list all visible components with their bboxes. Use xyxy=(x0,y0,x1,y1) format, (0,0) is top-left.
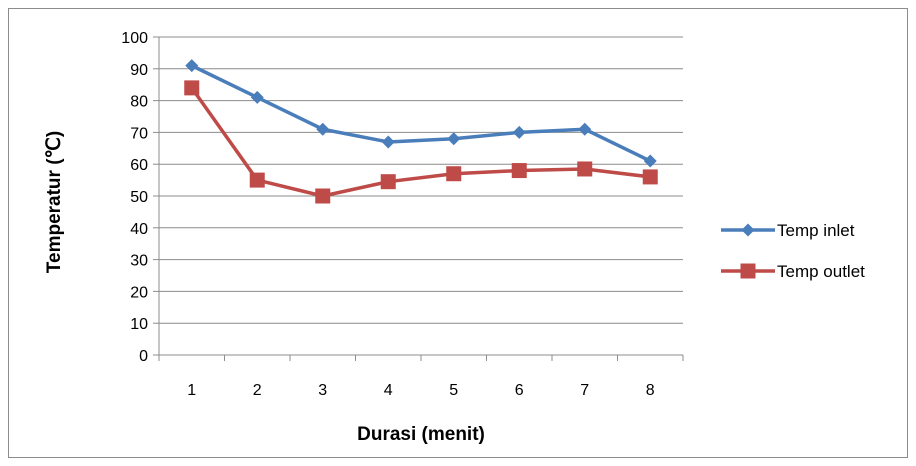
x-tick-label: 2 xyxy=(253,382,262,399)
y-tick-label: 70 xyxy=(130,125,148,142)
y-tick-label: 60 xyxy=(130,157,148,174)
legend: Temp inlet Temp outlet xyxy=(721,221,865,281)
data-point-temp-inlet xyxy=(381,135,395,149)
legend-label: Temp inlet xyxy=(777,221,855,240)
gridlines xyxy=(159,36,683,324)
y-tick-label: 40 xyxy=(130,221,148,238)
y-tick-labels: 0 10 20 30 40 50 60 70 80 90 100 xyxy=(121,30,148,365)
data-point-temp-inlet xyxy=(643,154,657,168)
y-axis-title: Temperatur (℃) xyxy=(44,131,65,273)
x-tick-label: 4 xyxy=(384,382,393,399)
data-point-temp-outlet xyxy=(642,169,658,185)
y-tick-label: 30 xyxy=(130,253,148,270)
series-line xyxy=(190,86,651,198)
legend-marker xyxy=(740,263,756,279)
x-tick-label: 8 xyxy=(646,382,655,399)
axes xyxy=(153,36,684,361)
x-axis-title: Durasi (menit) xyxy=(357,424,485,445)
y-tick-label: 50 xyxy=(130,189,148,206)
data-point-temp-outlet xyxy=(380,174,396,190)
data-point-temp-outlet xyxy=(446,166,462,182)
y-tick-label: 20 xyxy=(130,284,148,301)
x-tick-label: 6 xyxy=(515,382,524,399)
line-chart: 0 10 20 30 40 50 60 70 80 90 100 1 2 3 4 5 6 7 8 Durasi (… xyxy=(44,30,865,445)
data-point-temp-inlet xyxy=(447,132,461,146)
legend-item-temp-outlet: Temp outlet xyxy=(721,262,865,281)
legend-marker xyxy=(741,223,755,237)
x-tick-label: 5 xyxy=(449,382,458,399)
data-point-temp-inlet xyxy=(316,122,330,136)
x-tick-label: 3 xyxy=(318,382,327,399)
x-tick-labels: 1 2 3 4 5 6 7 8 xyxy=(187,382,655,399)
data-point-temp-inlet xyxy=(185,59,199,73)
data-point-temp-inlet xyxy=(512,125,526,139)
data-point-temp-inlet xyxy=(250,90,264,104)
y-tick-label: 10 xyxy=(130,316,148,333)
series-temp-outlet xyxy=(184,80,658,204)
x-tick-label: 7 xyxy=(580,382,589,399)
data-point-temp-outlet xyxy=(577,161,593,177)
series-line xyxy=(190,64,652,163)
series-temp-inlet xyxy=(185,59,657,168)
y-tick-label: 0 xyxy=(139,348,148,365)
y-tick-label: 90 xyxy=(130,62,148,79)
data-point-temp-outlet xyxy=(511,163,527,179)
x-tick-label: 1 xyxy=(187,382,196,399)
y-tick-label: 100 xyxy=(121,30,148,47)
legend-item-temp-inlet: Temp inlet xyxy=(721,221,855,240)
data-point-temp-outlet xyxy=(249,172,265,188)
series xyxy=(184,59,658,204)
data-point-temp-outlet xyxy=(315,188,331,204)
data-point-temp-inlet xyxy=(578,122,592,136)
y-tick-label: 80 xyxy=(130,94,148,111)
chart-frame: 0 10 20 30 40 50 60 70 80 90 100 1 2 3 4 5 6 7 8 Durasi (… xyxy=(8,8,908,458)
data-point-temp-outlet xyxy=(184,80,200,96)
legend-label: Temp outlet xyxy=(777,262,865,281)
